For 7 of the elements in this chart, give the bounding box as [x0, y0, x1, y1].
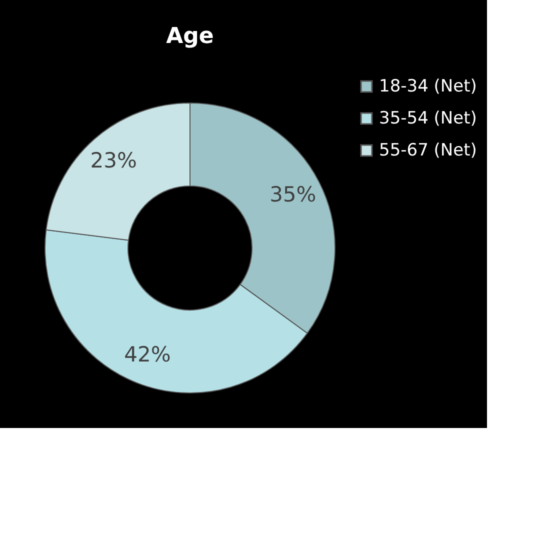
data-label: 35%: [270, 182, 316, 207]
data-label: 23%: [90, 148, 137, 172]
legend-label: 18-34 (Net): [379, 76, 477, 96]
chart-title: Age: [166, 24, 214, 49]
data-label: 42%: [124, 342, 171, 366]
legend-label: 55-67 (Net): [379, 140, 477, 160]
legend-label: 35-54 (Net): [379, 108, 477, 128]
